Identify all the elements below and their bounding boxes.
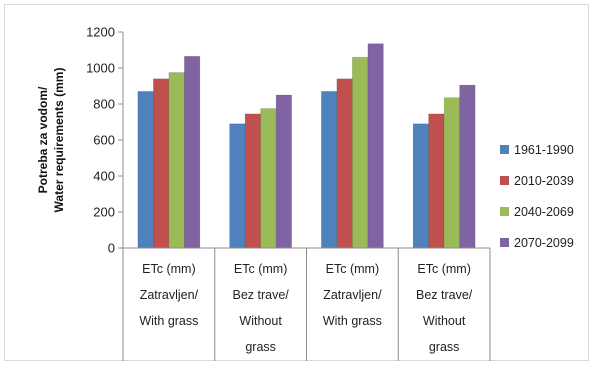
bar — [459, 84, 476, 249]
legend: 1961-1990 2010-2039 2040-2069 2070-2099 — [500, 143, 574, 250]
category-label: With grass — [139, 314, 198, 328]
category-label: ETc (mm) — [234, 262, 287, 276]
legend-swatch — [500, 176, 509, 185]
bar — [137, 91, 154, 249]
bar — [244, 113, 261, 249]
y-tick-label: 600 — [93, 133, 115, 148]
bar — [352, 56, 369, 249]
bar — [321, 91, 338, 249]
bar — [443, 97, 460, 249]
category-label: Zatravljen/ — [140, 288, 199, 302]
bar — [260, 108, 277, 249]
bar — [229, 123, 246, 249]
bar — [184, 55, 201, 249]
bar — [336, 78, 353, 249]
y-tick-label: 1000 — [86, 61, 115, 76]
y-axis-label-line-2: Water requirements (mm) — [52, 68, 66, 213]
legend-label: 2070-2099 — [514, 236, 574, 250]
legend-swatch — [500, 207, 509, 216]
category-label: Bez trave/ — [232, 288, 289, 302]
category-label: grass — [245, 340, 276, 354]
legend-swatch — [500, 238, 509, 247]
category-labels: ETc (mm) Zatravljen/With grass ETc (mm) Bez… — [139, 262, 472, 354]
bars — [137, 43, 476, 249]
bar — [275, 94, 292, 249]
category-label: ETc (mm) — [142, 262, 195, 276]
y-tick-label: 1200 — [86, 25, 115, 40]
y-tick-label: 800 — [93, 97, 115, 112]
category-label: grass — [429, 340, 460, 354]
y-axis-label: Potreba za vodom/ Water requirements (mm… — [36, 68, 66, 213]
y-tick-label: 0 — [108, 241, 115, 256]
legend-swatch — [500, 145, 509, 154]
category-label: Without — [239, 314, 282, 328]
bar — [168, 72, 185, 249]
y-tick-label: 400 — [93, 169, 115, 184]
axes — [122, 32, 491, 361]
category-label: Bez trave/ — [416, 288, 473, 302]
y-axis-ticks: 0 200 400 600 800 1000 1200 — [86, 25, 123, 256]
legend-label: 2010-2039 — [514, 174, 574, 188]
y-tick-label: 200 — [93, 205, 115, 220]
category-label: ETc (mm) — [417, 262, 470, 276]
bar — [428, 113, 445, 249]
category-label: With grass — [323, 314, 382, 328]
bar — [367, 43, 384, 249]
legend-label: 1961-1990 — [514, 143, 574, 157]
legend-label: 2040-2069 — [514, 205, 574, 219]
y-axis-label-line-1: Potreba za vodom/ — [36, 86, 50, 193]
chart-frame — [4, 4, 589, 361]
bar — [153, 78, 170, 249]
category-label: Zatravljen/ — [323, 288, 382, 302]
category-label: ETc (mm) — [326, 262, 379, 276]
category-label: Without — [423, 314, 466, 328]
bar — [412, 123, 429, 249]
